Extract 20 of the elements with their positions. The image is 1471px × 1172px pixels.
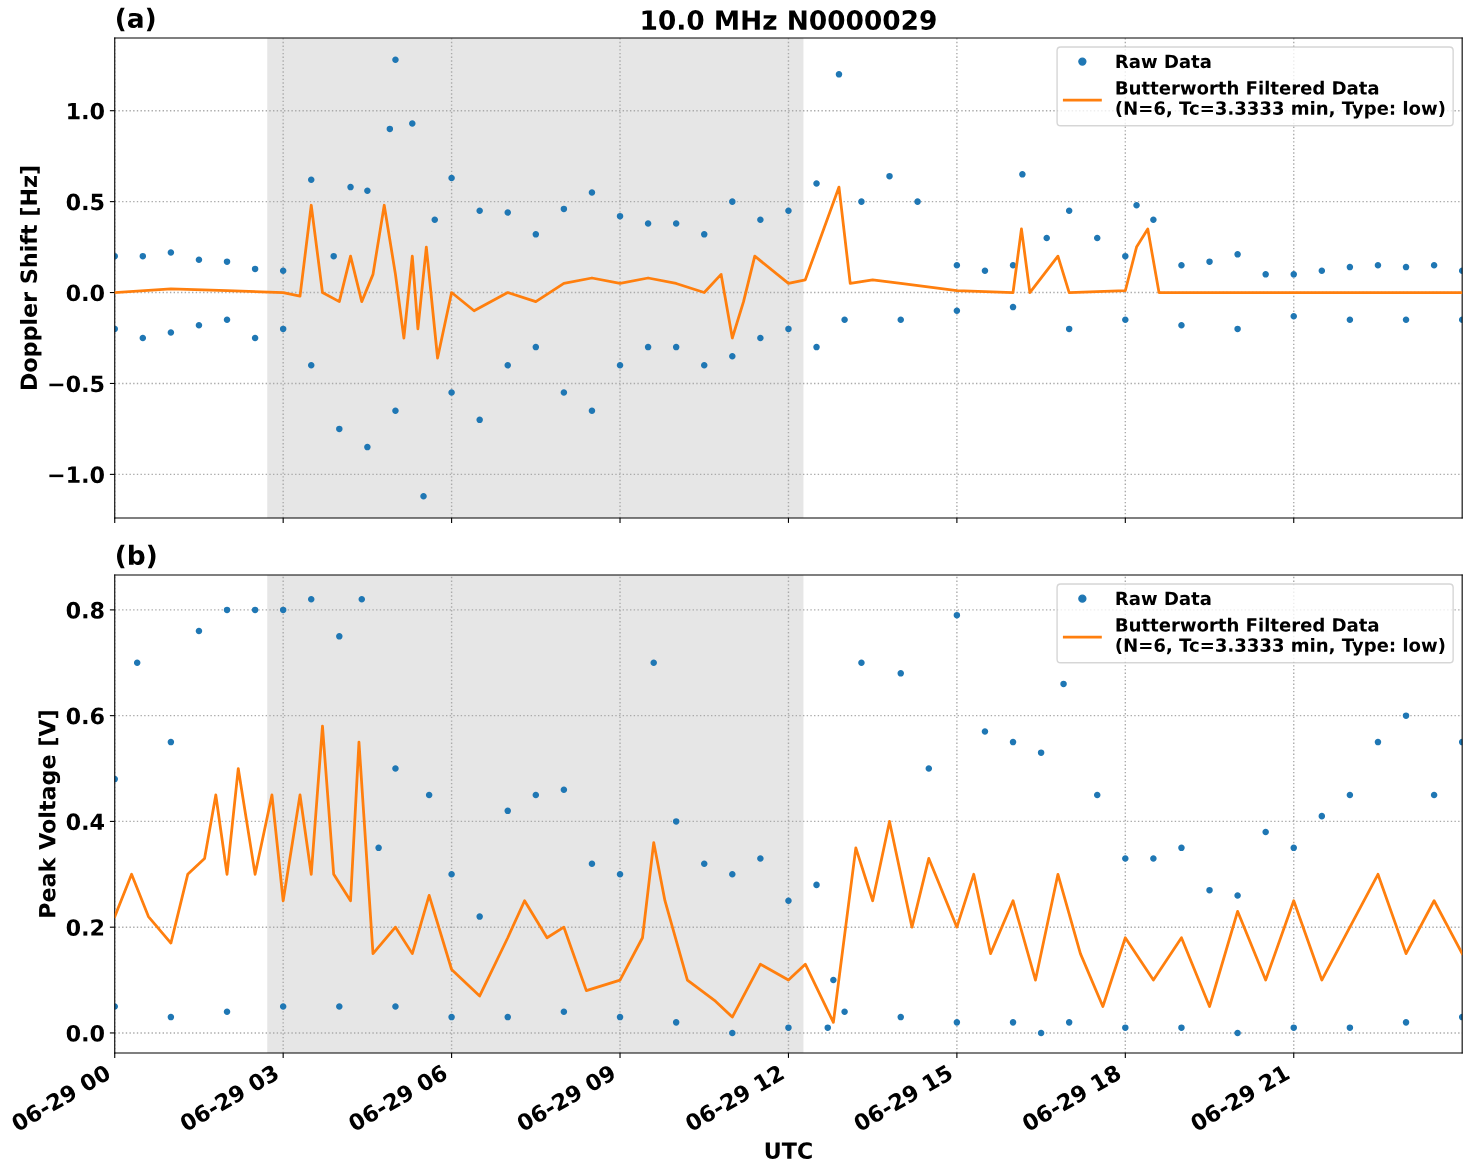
- y-tick-label: 0.4: [66, 813, 104, 831]
- legend-label: Raw Data: [1116, 591, 1211, 606]
- y-tick-label: 0.8: [66, 601, 104, 619]
- text: (b): [117, 544, 156, 569]
- y-tick-label: 0.2: [66, 919, 104, 936]
- y-tick-label: 0.0: [66, 284, 104, 302]
- y-tick-label: −1.0: [49, 466, 104, 484]
- legend-label: Butterworth Filtered Data (N=6, Tc=3.3333 min, Type: low): [1116, 617, 1445, 656]
- y-tick-label: 0.5: [66, 193, 104, 211]
- chart-title: 10.0 MHz N0000029: [642, 10, 936, 31]
- legend-label: Raw Data: [1116, 54, 1211, 69]
- y-axis-title: Peak Voltage [V]: [38, 711, 61, 917]
- y-tick-label: 1.0: [68, 102, 104, 120]
- x-axis-title: UTC: [765, 1142, 812, 1160]
- y-tick-label: 0.0: [66, 1024, 104, 1042]
- y-tick-label: 0.6: [66, 707, 104, 725]
- text: (a): [117, 7, 155, 32]
- y-axis-title: Doppler Shift [Hz]: [19, 166, 42, 390]
- y-tick-label: −0.5: [49, 375, 104, 393]
- legend-label: Butterworth Filtered Data (N=6, Tc=3.3333 min, Type: low): [1116, 80, 1445, 119]
